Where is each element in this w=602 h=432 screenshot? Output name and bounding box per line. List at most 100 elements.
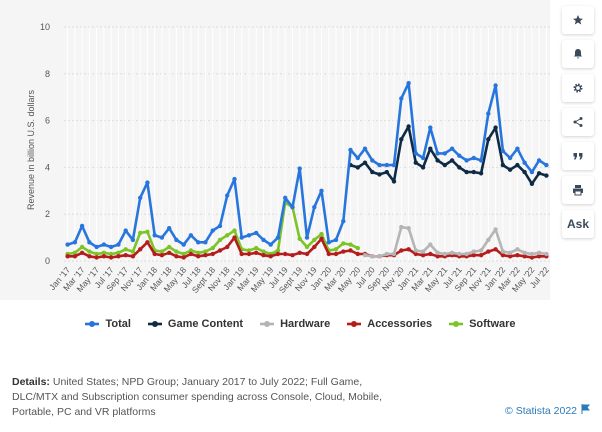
data-point[interactable] [319, 236, 324, 241]
data-point[interactable] [391, 179, 397, 184]
data-point[interactable] [515, 146, 520, 151]
data-point[interactable] [464, 169, 469, 175]
data-point[interactable] [116, 250, 121, 255]
data-point[interactable] [420, 165, 426, 170]
data-point[interactable] [348, 242, 353, 247]
data-point[interactable] [152, 251, 157, 257]
data-point[interactable] [544, 251, 549, 257]
legend-item-total[interactable]: Total [84, 318, 131, 330]
data-point[interactable] [515, 247, 520, 252]
legend-item-game-content[interactable]: Game Content [147, 318, 243, 330]
data-point[interactable] [283, 195, 288, 200]
data-point[interactable] [196, 250, 201, 255]
data-point[interactable] [406, 226, 411, 231]
data-point[interactable] [326, 251, 331, 257]
data-point[interactable] [457, 251, 462, 257]
data-point[interactable] [464, 158, 469, 163]
data-point[interactable] [246, 233, 252, 238]
data-point[interactable] [435, 250, 440, 255]
data-point[interactable] [72, 240, 78, 245]
data-point[interactable] [217, 223, 223, 229]
data-point[interactable] [304, 251, 310, 257]
data-point[interactable] [471, 169, 476, 175]
data-point[interactable] [377, 172, 382, 177]
data-point[interactable] [283, 251, 288, 257]
data-point[interactable] [225, 233, 230, 238]
data-point[interactable] [406, 247, 411, 252]
data-point[interactable] [341, 249, 346, 254]
settings-button[interactable] [562, 74, 594, 102]
data-point[interactable] [65, 254, 70, 259]
data-point[interactable] [210, 245, 215, 251]
data-point[interactable] [478, 248, 484, 253]
data-point[interactable] [167, 244, 172, 250]
data-point[interactable] [428, 125, 433, 130]
data-point[interactable] [544, 173, 549, 178]
data-point[interactable] [442, 162, 447, 168]
data-point[interactable] [500, 253, 506, 258]
data-point[interactable] [326, 240, 331, 245]
data-point[interactable] [449, 158, 455, 163]
ask-button[interactable]: Ask [562, 210, 594, 238]
data-point[interactable] [522, 254, 527, 259]
data-point[interactable] [486, 249, 491, 254]
data-point[interactable] [101, 242, 107, 247]
data-point[interactable] [420, 253, 426, 258]
data-point[interactable] [406, 81, 411, 86]
data-point[interactable] [362, 160, 368, 165]
data-point[interactable] [370, 254, 375, 259]
data-point[interactable] [471, 155, 476, 161]
data-point[interactable] [225, 193, 230, 198]
data-point[interactable] [399, 224, 404, 230]
data-point[interactable] [275, 248, 281, 253]
data-point[interactable] [486, 111, 491, 116]
data-point[interactable] [130, 254, 136, 259]
data-point[interactable] [493, 125, 498, 130]
data-point[interactable] [254, 245, 259, 251]
data-point[interactable] [536, 171, 542, 176]
data-point[interactable] [239, 251, 244, 257]
data-point[interactable] [203, 253, 208, 258]
data-point[interactable] [486, 237, 491, 243]
data-point[interactable] [391, 162, 397, 168]
notification-button[interactable] [562, 40, 594, 68]
data-point[interactable] [79, 223, 85, 229]
data-point[interactable] [529, 251, 535, 257]
data-point[interactable] [457, 165, 462, 170]
data-point[interactable] [536, 250, 542, 255]
cite-button[interactable] [562, 142, 594, 170]
data-point[interactable] [384, 169, 389, 175]
data-point[interactable] [420, 155, 426, 161]
data-point[interactable] [138, 195, 143, 200]
data-point[interactable] [116, 254, 121, 259]
data-point[interactable] [145, 180, 150, 185]
data-point[interactable] [333, 247, 339, 252]
data-point[interactable] [246, 248, 252, 253]
data-point[interactable] [333, 237, 339, 243]
data-point[interactable] [275, 235, 281, 240]
data-point[interactable] [486, 137, 491, 142]
data-point[interactable] [442, 251, 447, 257]
data-point[interactable] [413, 160, 418, 165]
data-point[interactable] [529, 255, 535, 260]
series-line-game-content[interactable] [349, 125, 548, 186]
data-point[interactable] [500, 148, 506, 154]
data-point[interactable] [435, 254, 440, 259]
data-point[interactable] [304, 235, 310, 240]
series-line-hardware[interactable] [363, 225, 548, 258]
data-point[interactable] [196, 254, 201, 259]
data-point[interactable] [522, 250, 527, 255]
data-point[interactable] [384, 162, 389, 168]
data-point[interactable] [87, 249, 92, 254]
data-point[interactable] [341, 219, 346, 224]
data-point[interactable] [159, 249, 165, 254]
data-point[interactable] [87, 240, 92, 245]
data-point[interactable] [290, 253, 295, 258]
data-point[interactable] [384, 251, 389, 257]
data-point[interactable] [362, 146, 368, 151]
data-point[interactable] [500, 249, 506, 254]
data-point[interactable] [370, 169, 375, 175]
data-point[interactable] [515, 253, 520, 258]
data-point[interactable] [167, 226, 172, 231]
data-point[interactable] [428, 242, 433, 247]
